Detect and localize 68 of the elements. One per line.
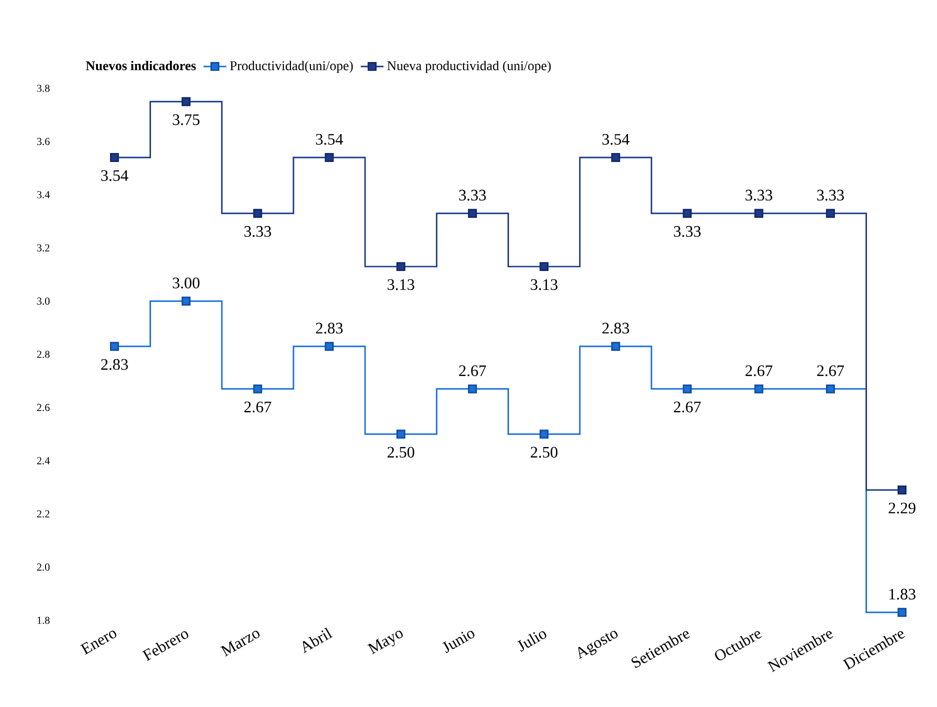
x-tick-label: Abril <box>302 628 333 654</box>
y-tick-label: 2.8 <box>37 350 50 358</box>
data-label: 3.33 <box>244 226 272 237</box>
data-label: 2.67 <box>817 365 844 376</box>
data-label: 3.54 <box>316 134 344 145</box>
data-label: 3.54 <box>602 134 630 145</box>
x-tick-label: Mayo <box>367 630 403 654</box>
data-label: 3.13 <box>388 279 414 290</box>
x-tick-label: Junio <box>442 630 474 654</box>
legend-title: Nuevos indicadores <box>86 60 196 70</box>
point <box>253 208 262 218</box>
point <box>826 384 835 394</box>
point <box>110 342 119 351</box>
point <box>540 262 549 272</box>
point <box>182 296 191 306</box>
point <box>611 153 620 162</box>
y-tick-label: 2.6 <box>37 404 50 412</box>
data-label: 2.67 <box>674 402 701 412</box>
x-tick-label: Marzo <box>220 630 260 656</box>
point <box>253 384 262 394</box>
point <box>182 97 191 106</box>
point <box>396 262 406 272</box>
data-label: 2.50 <box>530 446 558 458</box>
data-label: 3.33 <box>746 190 772 201</box>
point <box>611 342 620 351</box>
data-label: 2.67 <box>244 402 272 412</box>
y-tick-label: 3.2 <box>37 244 50 252</box>
point <box>682 384 692 394</box>
data-label: 3.33 <box>817 190 844 201</box>
y-tick-label: 2.4 <box>37 457 50 464</box>
legend-label: Nueva productividad (uni/ope) <box>387 60 551 73</box>
x-tick-label: Julio <box>517 631 546 652</box>
point <box>110 153 119 162</box>
y-tick-label: 3.8 <box>37 84 50 92</box>
data-label: 2.50 <box>388 446 414 458</box>
data-label: 2.29 <box>888 502 916 514</box>
data-label: 2.67 <box>746 365 772 376</box>
point <box>540 430 549 439</box>
point <box>682 208 692 218</box>
point <box>468 384 477 394</box>
data-label: 2.67 <box>459 365 486 376</box>
y-tick-label: 3.0 <box>37 298 50 305</box>
data-label: 3.75 <box>172 114 200 126</box>
y-tick-label: 2.2 <box>37 510 50 518</box>
data-label: 3.13 <box>530 279 558 290</box>
x-tick-label: Enero <box>80 630 116 655</box>
data-label: 3.00 <box>172 278 200 288</box>
point <box>324 153 334 162</box>
data-label: 2.83 <box>101 359 128 370</box>
data-label: 3.33 <box>674 226 701 237</box>
data-label: 2.83 <box>602 322 630 334</box>
point <box>898 486 907 494</box>
data-label: 2.83 <box>316 322 343 334</box>
point <box>396 430 406 439</box>
point <box>468 208 477 218</box>
point <box>754 384 764 394</box>
data-label: 3.33 <box>459 190 486 201</box>
data-label: 1.83 <box>889 588 916 600</box>
point <box>826 208 835 218</box>
y-tick-label: 3.6 <box>37 138 50 146</box>
point <box>754 208 764 218</box>
data-label: 3.54 <box>101 170 128 182</box>
legend-label: Productividad(uni/ope) <box>230 60 353 73</box>
y-tick-label: 2.0 <box>37 564 50 571</box>
point <box>324 342 334 351</box>
y-tick-label: 1.8 <box>38 616 50 624</box>
point <box>898 608 907 617</box>
y-tick-label: 3.4 <box>37 191 50 198</box>
